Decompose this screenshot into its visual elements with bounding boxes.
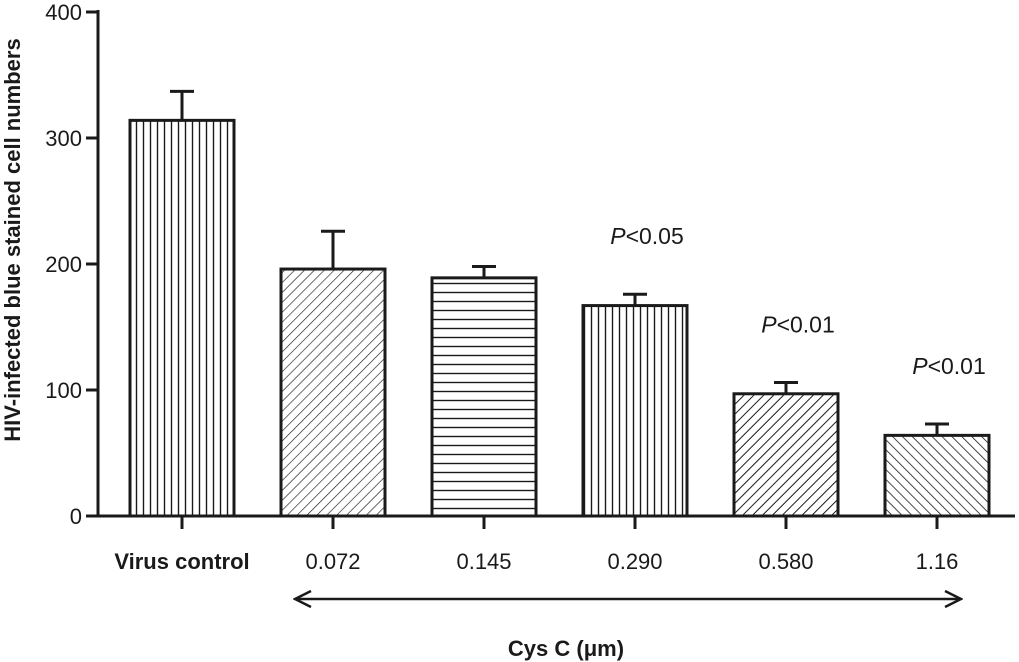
x-tick-label: 0.072	[305, 549, 360, 574]
y-axis: 0 100 200 300 400	[45, 0, 100, 529]
y-axis-label: HIV-infected blue stained cell numbers	[0, 38, 25, 441]
bar-0-580	[732, 392, 840, 518]
p-symbol: P	[761, 311, 777, 337]
error-bar	[623, 292, 647, 306]
error-bars	[170, 89, 949, 436]
p-value: <0.05	[626, 223, 684, 249]
bar-0-072	[279, 267, 387, 518]
y-tick-label: 0	[70, 504, 82, 529]
x-tick-label: 1.16	[916, 549, 959, 574]
y-tick-label: 100	[45, 378, 82, 403]
x-tick-label: 0.145	[456, 549, 511, 574]
p-value: <0.01	[928, 353, 986, 379]
error-bar	[170, 89, 194, 121]
y-tick-label: 400	[45, 0, 82, 25]
x-tick-label: Virus control	[114, 549, 249, 574]
x-axis	[96, 514, 1015, 529]
p-value: <0.01	[777, 311, 835, 337]
p-symbol: P	[912, 353, 928, 379]
error-bar	[925, 422, 949, 436]
x-axis-label: Cys C (μm)	[508, 636, 624, 661]
bar-1-16	[883, 433, 991, 518]
bars	[128, 118, 991, 518]
significance-label: P<0.01	[761, 311, 835, 337]
significance-label: P<0.01	[912, 353, 986, 379]
bar-virus-control	[128, 118, 236, 518]
bar-0-290	[581, 304, 689, 518]
p-symbol: P	[610, 223, 626, 249]
error-bar	[321, 229, 345, 270]
error-bar	[472, 265, 496, 278]
x-tick-label: 0.290	[607, 549, 662, 574]
error-bar	[774, 380, 798, 394]
y-tick-label: 300	[45, 126, 82, 151]
significance-label: P<0.05	[610, 223, 684, 249]
x-tick-label: 0.580	[758, 549, 813, 574]
bar-0-145	[430, 276, 538, 518]
significance-annotations: P<0.05P<0.01P<0.01	[610, 223, 986, 379]
category-labels: Virus control 0.072 0.145 0.290 0.580 1.16	[114, 549, 958, 574]
y-tick-label: 200	[45, 252, 82, 277]
